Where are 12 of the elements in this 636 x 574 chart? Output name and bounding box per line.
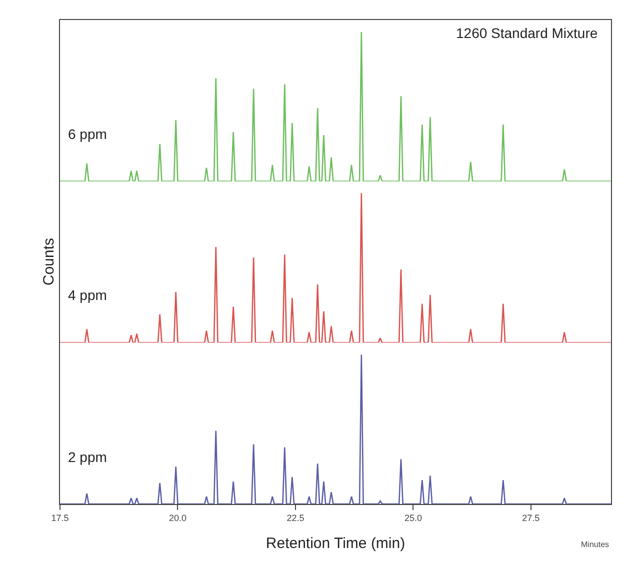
text: 2 ppm — [68, 449, 107, 465]
x-tick-label: 27.5 — [522, 512, 540, 523]
x-tick-label: 25.0 — [404, 512, 422, 523]
text: Minutes — [581, 540, 610, 549]
x-tick-label: 17.5 — [51, 512, 69, 523]
x-tick-label: 20.0 — [168, 512, 187, 523]
chart-title: 1260 Standard Mixture — [456, 25, 598, 41]
x-tick-label: 22.5 — [286, 512, 304, 523]
x-axis-title: Retention Time (min) — [266, 534, 406, 552]
y-axis-title: Counts — [40, 238, 58, 286]
text: 6 ppm — [68, 126, 107, 142]
text: 4 ppm — [68, 287, 107, 303]
